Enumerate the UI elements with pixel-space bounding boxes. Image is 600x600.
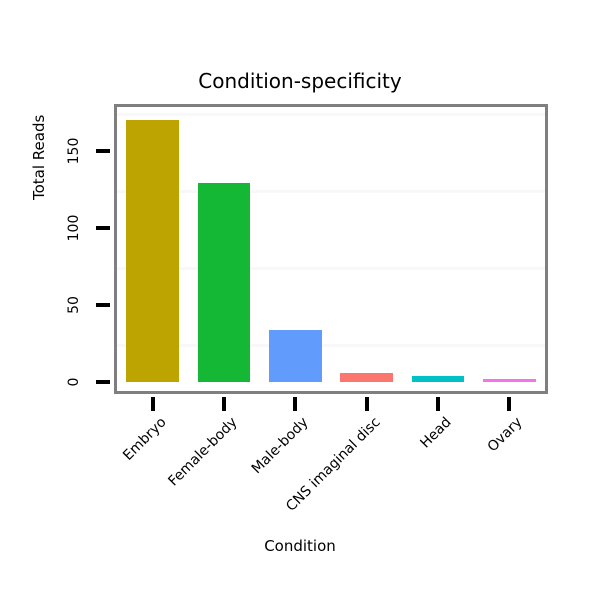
y-tick-label: 50: [66, 296, 82, 314]
y-tick-label: 100: [66, 214, 82, 242]
plot-panel: [114, 104, 548, 394]
bar: [197, 183, 251, 382]
bar: [126, 120, 180, 382]
x-axis-label: Condition: [264, 537, 336, 555]
bar-series: [117, 107, 545, 391]
y-tick-mark: [96, 149, 110, 153]
y-tick-label: 150: [66, 137, 82, 165]
x-tick-mark: [364, 397, 369, 411]
x-tick-mark: [222, 397, 226, 411]
y-tick-label: 0: [66, 377, 82, 387]
y-tick-mark: [96, 303, 110, 307]
y-tick-mark: [96, 380, 110, 384]
y-axis-label: Total Reads: [30, 114, 48, 200]
gridline: [117, 112, 545, 116]
bar: [482, 378, 536, 382]
gridline: [117, 266, 545, 270]
x-tick-mark: [150, 397, 155, 411]
plot-area: [117, 107, 545, 391]
gridline: [117, 343, 545, 347]
bar: [340, 372, 394, 382]
x-tick-mark: [436, 397, 440, 411]
x-tick-mark: [507, 397, 512, 411]
x-tick-mark: [293, 397, 298, 411]
gridline: [117, 189, 545, 193]
y-tick-mark: [96, 226, 110, 230]
bar: [411, 375, 465, 382]
chart-title: Condition-specificity: [198, 69, 402, 93]
bar: [268, 329, 322, 382]
